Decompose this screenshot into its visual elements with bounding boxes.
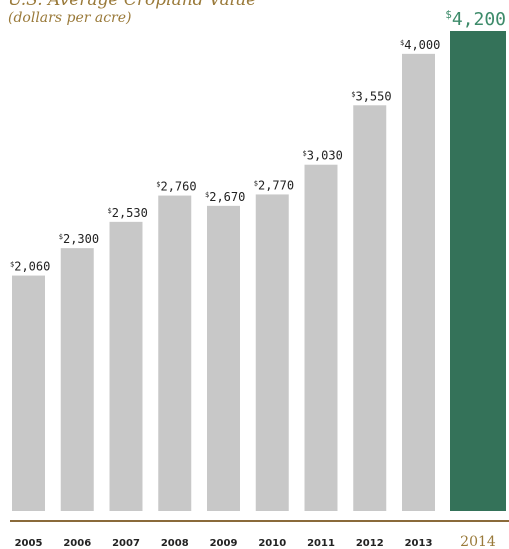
tick-label-2007: 2007 [112,538,140,549]
bar-2006 [60,248,94,511]
value-label-2010: $2,770 [254,178,294,192]
value-label-2014: $4,200 [445,8,506,30]
tick-label-2009: 2009 [210,538,238,549]
tick-label-2014: 2014 [460,534,496,549]
value-label-2013: $4,000 [400,38,440,52]
bar-2007 [109,221,143,511]
value-label-2009: $2,670 [205,190,245,204]
tick-label-2006: 2006 [63,538,91,549]
bar-2014 [450,31,506,511]
bar-2012 [353,105,387,512]
bar-2013 [402,53,435,511]
tick-label-2011: 2011 [307,538,335,549]
tick-label-2012: 2012 [356,538,384,549]
value-label-2012: $3,550 [351,89,391,103]
value-label-2005: $2,060 [10,260,50,274]
tick-label-2013: 2013 [405,538,433,549]
value-label-2007: $2,530 [108,206,148,220]
tick-label-2010: 2010 [258,538,286,549]
chart-subtitle: (dollars per acre) [8,10,132,26]
bar-2008 [158,195,192,512]
tick-label-2008: 2008 [161,538,189,549]
chart-title: U.S. Average Cropland Value [8,0,257,10]
bar-2011 [304,164,338,511]
value-label-2011: $3,030 [303,149,343,163]
bar-2009 [207,205,240,511]
bar-2010 [255,194,289,511]
tick-label-2005: 2005 [15,538,43,549]
value-label-2008: $2,760 [156,180,196,194]
chart-title-block: U.S. Average Cropland Value (dollars per… [8,0,256,27]
value-label-2006: $2,300 [59,232,99,246]
bar-2005 [12,275,45,511]
